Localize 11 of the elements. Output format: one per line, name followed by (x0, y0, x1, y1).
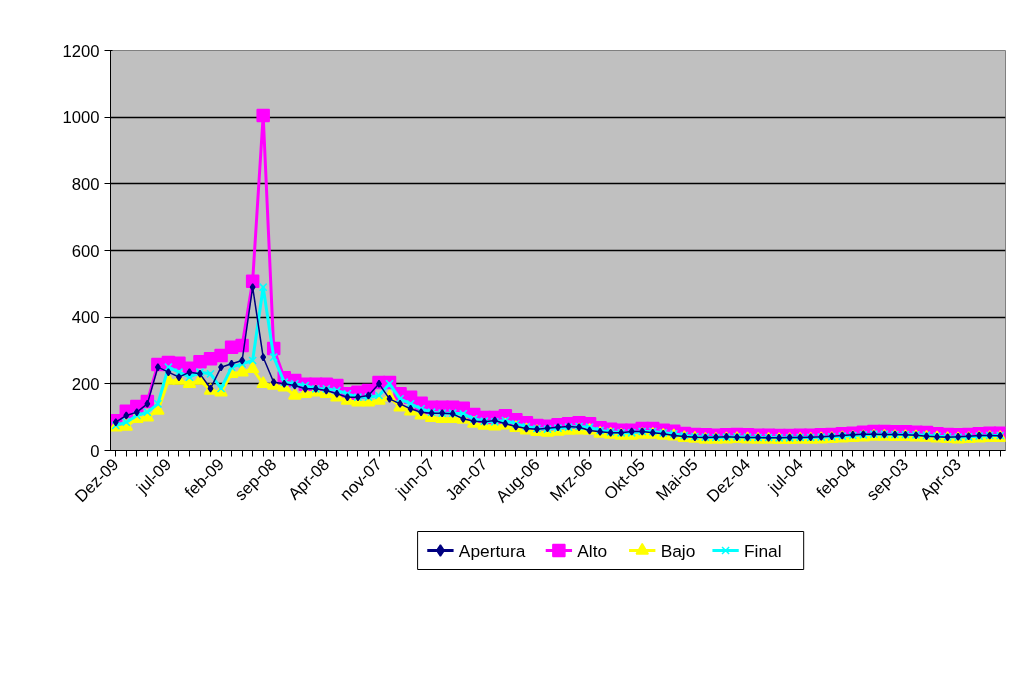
y-tick-label: 0 (90, 441, 100, 461)
y-tick-label: 1000 (62, 108, 100, 128)
legend-label: Alto (577, 540, 608, 561)
y-tick-label: 800 (71, 174, 100, 194)
y-tick-label: 400 (71, 308, 100, 328)
y-tick-label: 200 (71, 374, 100, 394)
y-tick-label: 1200 (62, 41, 100, 61)
legend-label: Apertura (458, 540, 526, 561)
y-tick-label: 600 (71, 241, 100, 261)
legend-label: Final (744, 540, 782, 561)
legend-label: Bajo (660, 540, 696, 561)
